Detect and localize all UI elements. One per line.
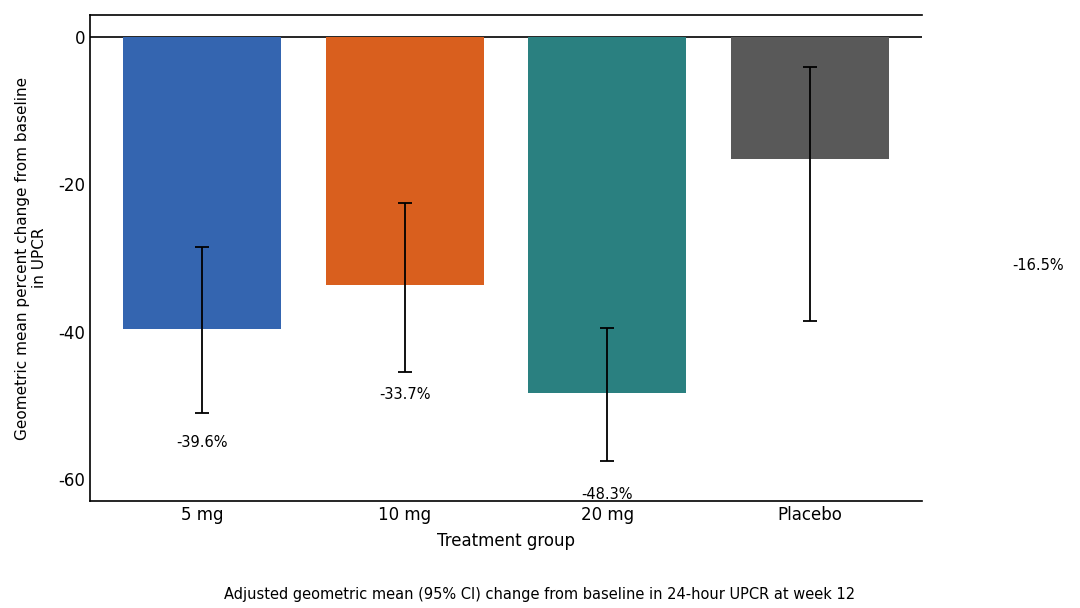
Text: -16.5%: -16.5%	[1013, 258, 1065, 273]
Bar	[325, 37, 484, 285]
Bar	[731, 37, 889, 159]
Text: -33.7%: -33.7%	[379, 387, 430, 402]
Text: -39.6%: -39.6%	[176, 435, 228, 450]
Text: Adjusted geometric mean (95% CI) change from baseline in 24-hour UPCR at week 12: Adjusted geometric mean (95% CI) change …	[225, 587, 855, 602]
Bar	[123, 37, 281, 329]
X-axis label: Treatment group: Treatment group	[437, 533, 575, 550]
Text: -48.3%: -48.3%	[581, 486, 633, 502]
Bar	[528, 37, 687, 393]
Y-axis label: Geometric mean percent change from baseline
in UPCR: Geometric mean percent change from basel…	[15, 77, 48, 440]
